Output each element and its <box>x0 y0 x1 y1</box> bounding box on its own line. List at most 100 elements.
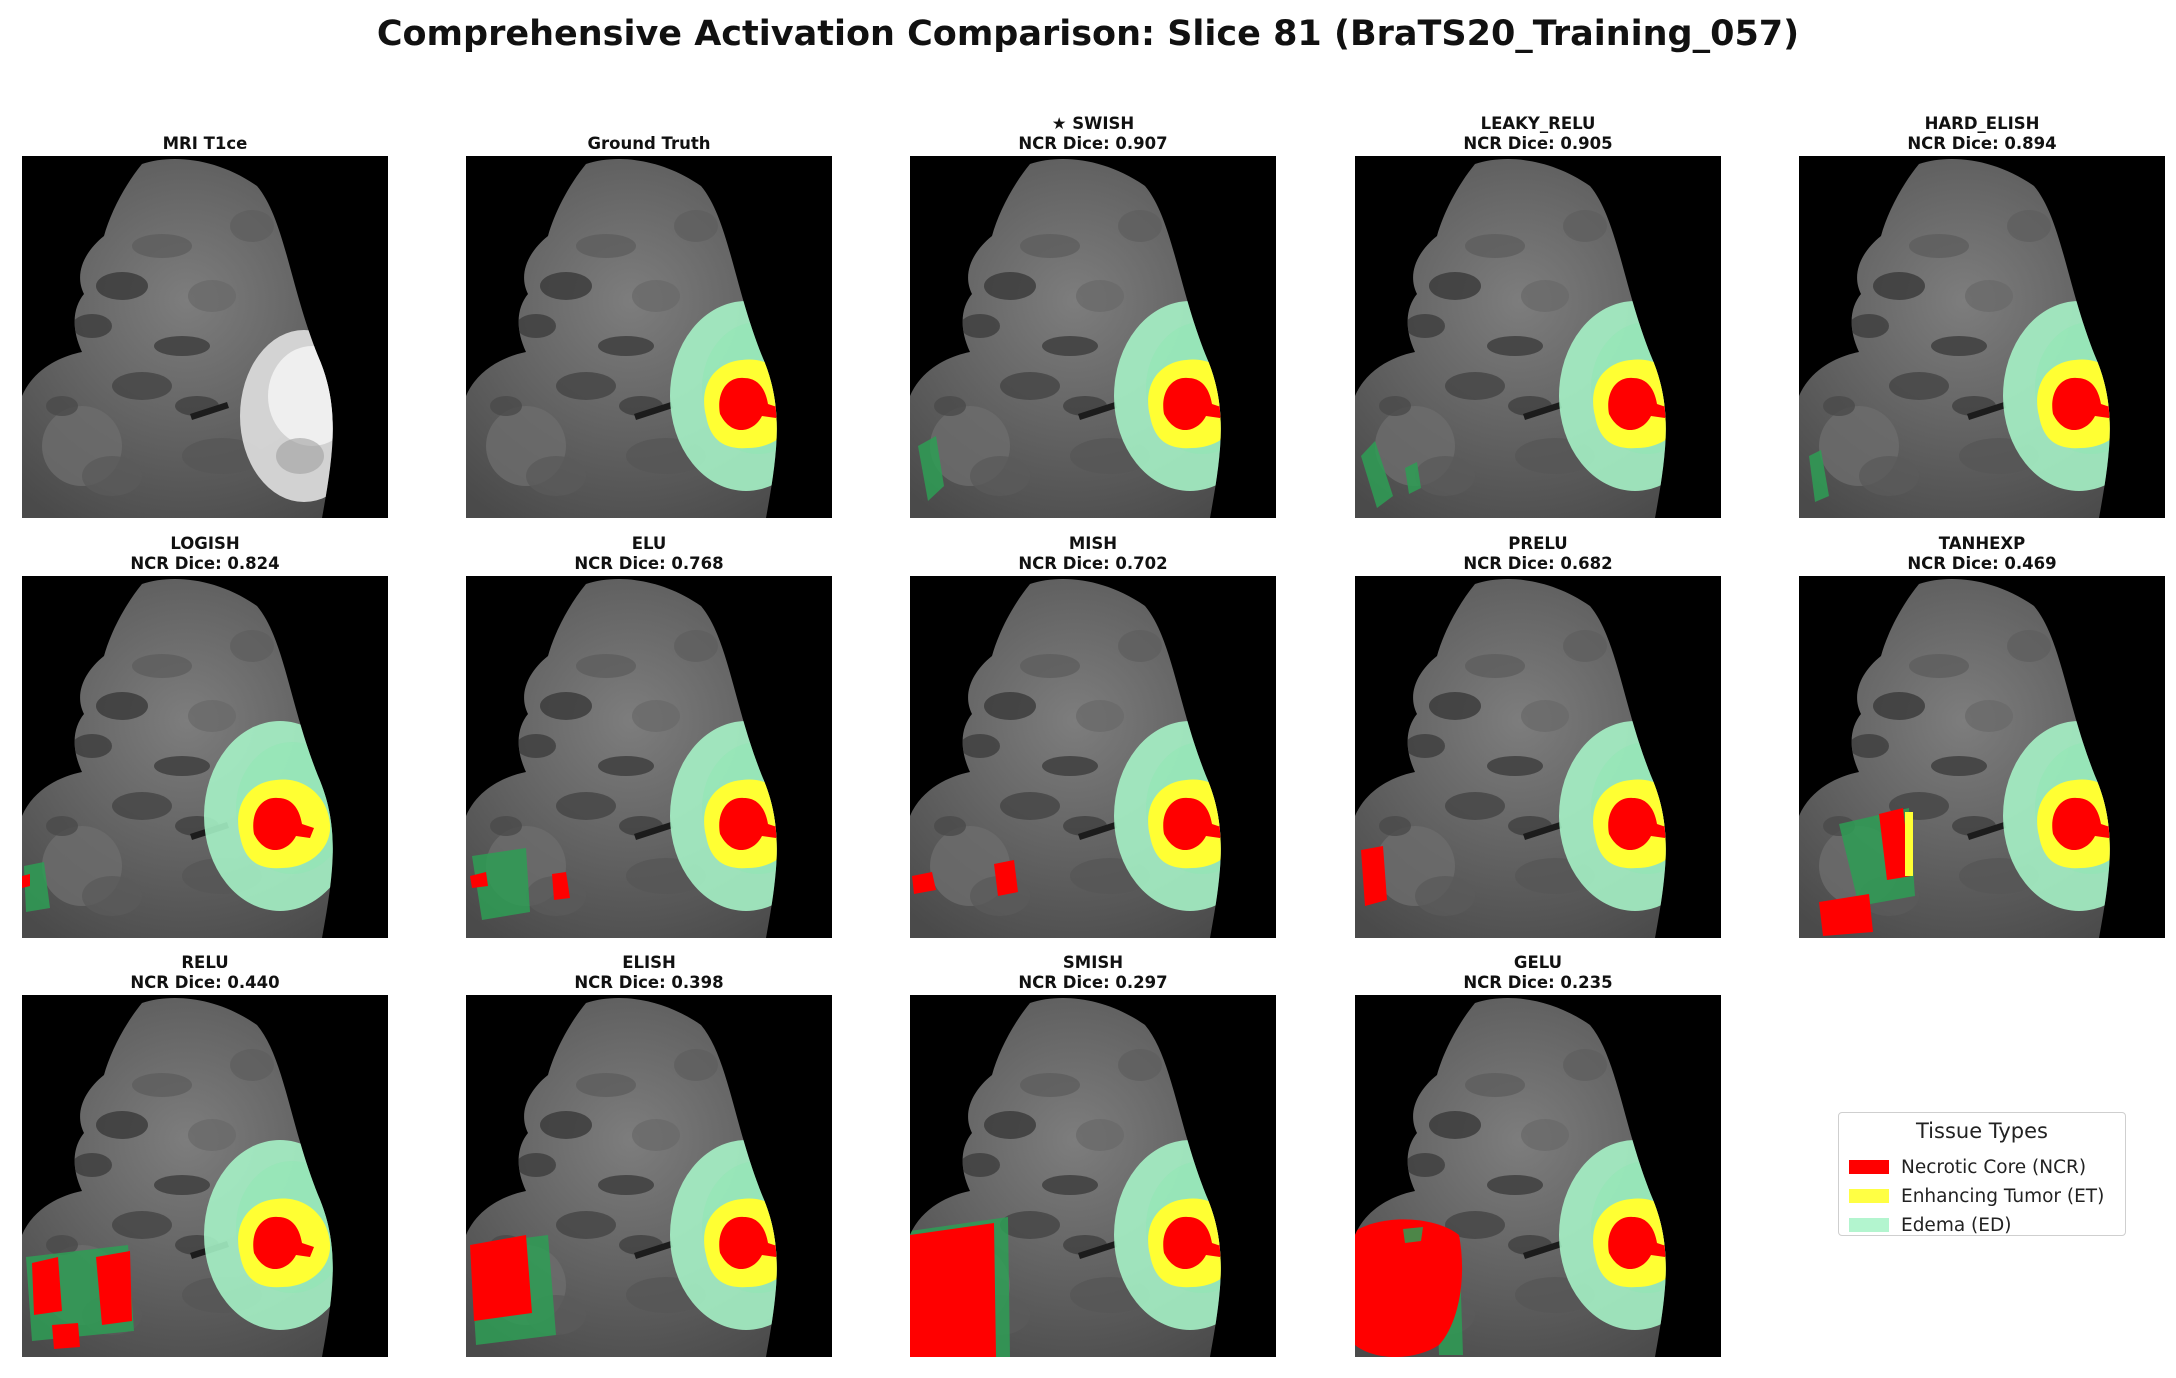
panel-title-dice: NCR Dice: 0.469 <box>1907 554 2057 573</box>
prediction-blob-ed <box>1361 441 1393 508</box>
panel-title-method: HARD_ELISH <box>1924 114 2040 133</box>
prediction-blob-ncr <box>912 872 936 894</box>
segmentation-image <box>910 156 1276 518</box>
prediction-blob-ncr <box>1819 894 1873 936</box>
panel-title: ELU NCR Dice: 0.768 <box>466 534 832 574</box>
panel-title-method: LEAKY_RELU <box>1480 114 1596 133</box>
legend-swatch-ncr <box>1849 1160 1889 1174</box>
panel-title: ★ SWISH NCR Dice: 0.907 <box>910 114 1276 154</box>
necrotic-core-region <box>719 1216 777 1269</box>
panel-title: LEAKY_RELU NCR Dice: 0.905 <box>1355 114 1721 154</box>
prediction-blob-ed <box>1403 1227 1423 1243</box>
prediction-blob-ed <box>918 436 944 501</box>
prediction-blob-et <box>1905 812 1913 876</box>
prediction-blob-ncr <box>52 1323 80 1349</box>
legend: Tissue Types Necrotic Core (NCR) Enhanci… <box>1838 1112 2126 1236</box>
segmentation-image <box>466 995 832 1357</box>
panel-title-dice: NCR Dice: 0.824 <box>130 554 280 573</box>
prediction-blob-ncr <box>552 872 570 900</box>
segmentation-image <box>22 576 388 938</box>
panel-title: GELU NCR Dice: 0.235 <box>1355 953 1721 993</box>
panel-title: HARD_ELISH NCR Dice: 0.894 <box>1799 114 2165 154</box>
panel-title-dice: NCR Dice: 0.894 <box>1907 134 2057 153</box>
segmentation-image <box>22 995 388 1357</box>
necrotic-core-region <box>253 797 314 851</box>
panel-title-dice: NCR Dice: 0.235 <box>1463 973 1613 992</box>
legend-item-et: Enhancing Tumor (ET) <box>1849 1185 2104 1207</box>
panel-title: ELISH NCR Dice: 0.398 <box>466 953 832 993</box>
segmentation-image <box>466 156 832 518</box>
prediction-blob-ed <box>1405 462 1421 494</box>
panel-title-method: LOGISH <box>170 534 240 553</box>
panel-title-method: RELU <box>181 953 229 972</box>
panel-title-dice: NCR Dice: 0.768 <box>574 554 724 573</box>
panel-title-method: ELISH <box>622 953 676 972</box>
necrotic-core-region <box>719 797 777 850</box>
panel-title: MRI T1ce <box>22 134 388 154</box>
panel-title-dice: NCR Dice: 0.440 <box>130 973 280 992</box>
prediction-blob-ncr <box>22 874 30 888</box>
segmentation-image <box>1355 995 1721 1357</box>
legend-label-et: Enhancing Tumor (ET) <box>1901 1185 2105 1207</box>
legend-title: Tissue Types <box>1916 1119 2048 1143</box>
prediction-blob-ed <box>1809 450 1829 502</box>
panel-title-method: MRI T1ce <box>162 134 248 153</box>
prediction-blob-ed <box>24 862 50 912</box>
segmentation-image <box>1355 576 1721 938</box>
panel-title-method: TANHEXP <box>1938 534 2026 553</box>
segmentation-image <box>1799 576 2165 938</box>
prediction-blob-ncr <box>1879 808 1911 880</box>
legend-swatch-et <box>1849 1189 1889 1203</box>
necrotic-core-region <box>1163 1216 1221 1269</box>
panel-title: SMISH NCR Dice: 0.297 <box>910 953 1276 993</box>
necrotic-core-region <box>1608 1216 1666 1269</box>
panel-title: PRELU NCR Dice: 0.682 <box>1355 534 1721 574</box>
panel-title: Ground Truth <box>466 134 832 154</box>
prediction-blob-ncr <box>910 1223 996 1357</box>
legend-swatch-ed <box>1849 1218 1889 1232</box>
figure-title: Comprehensive Activation Comparison: Sli… <box>376 14 1800 54</box>
necrotic-core-region <box>1608 377 1666 430</box>
prediction-blob-ncr <box>994 860 1018 896</box>
legend-label-ncr: Necrotic Core (NCR) <box>1901 1156 2087 1178</box>
panel-title-method: MISH <box>1068 534 1118 553</box>
panel-title: LOGISH NCR Dice: 0.824 <box>22 534 388 574</box>
segmentation-image <box>22 156 388 518</box>
segmentation-image <box>466 576 832 938</box>
legend-label-ed: Edema (ED) <box>1901 1214 2012 1236</box>
prediction-blob-ncr <box>470 1235 532 1321</box>
prediction-blob-ncr <box>32 1257 62 1315</box>
panel-title-dice: NCR Dice: 0.907 <box>1018 134 1168 153</box>
segmentation-image <box>910 576 1276 938</box>
panel-title-dice: NCR Dice: 0.682 <box>1463 554 1613 573</box>
necrotic-core-region <box>719 377 777 430</box>
panel-title-method: PRELU <box>1508 534 1568 553</box>
segmentation-image <box>1355 156 1721 518</box>
prediction-blob-ncr <box>1361 846 1387 906</box>
legend-item-ncr: Necrotic Core (NCR) <box>1849 1156 2086 1178</box>
legend-item-ed: Edema (ED) <box>1849 1214 2011 1236</box>
segmentation-image <box>910 995 1276 1357</box>
necrotic-core-region <box>1608 797 1666 850</box>
necrotic-core-region <box>1163 797 1221 850</box>
necrotic-core-region <box>1163 377 1221 430</box>
prediction-blob-ncr <box>470 872 488 888</box>
panel-title-method: ELU <box>631 534 667 553</box>
segmentation-image <box>1799 156 2165 518</box>
necrotic-core-region <box>253 1216 314 1270</box>
prediction-blob-ed <box>472 848 530 920</box>
panel-title-dice: NCR Dice: 0.702 <box>1018 554 1168 573</box>
necrotic-core-region <box>2052 377 2110 430</box>
panel-title-method: SMISH <box>1062 953 1124 972</box>
panel-title-method: ★ SWISH <box>1051 114 1135 133</box>
panel-title-dice: NCR Dice: 0.398 <box>574 973 724 992</box>
panel-title-dice: NCR Dice: 0.297 <box>1018 973 1168 992</box>
panel-title: RELU NCR Dice: 0.440 <box>22 953 388 993</box>
panel-title-method: Ground Truth <box>587 134 711 153</box>
necrotic-core-region <box>2052 797 2110 850</box>
panel-title-method: GELU <box>1513 953 1563 972</box>
panel-title-dice: NCR Dice: 0.905 <box>1463 134 1613 153</box>
panel-title: MISH NCR Dice: 0.702 <box>910 534 1276 574</box>
panel-title: TANHEXP NCR Dice: 0.469 <box>1799 534 2165 574</box>
prediction-blob-ncr <box>96 1251 132 1325</box>
